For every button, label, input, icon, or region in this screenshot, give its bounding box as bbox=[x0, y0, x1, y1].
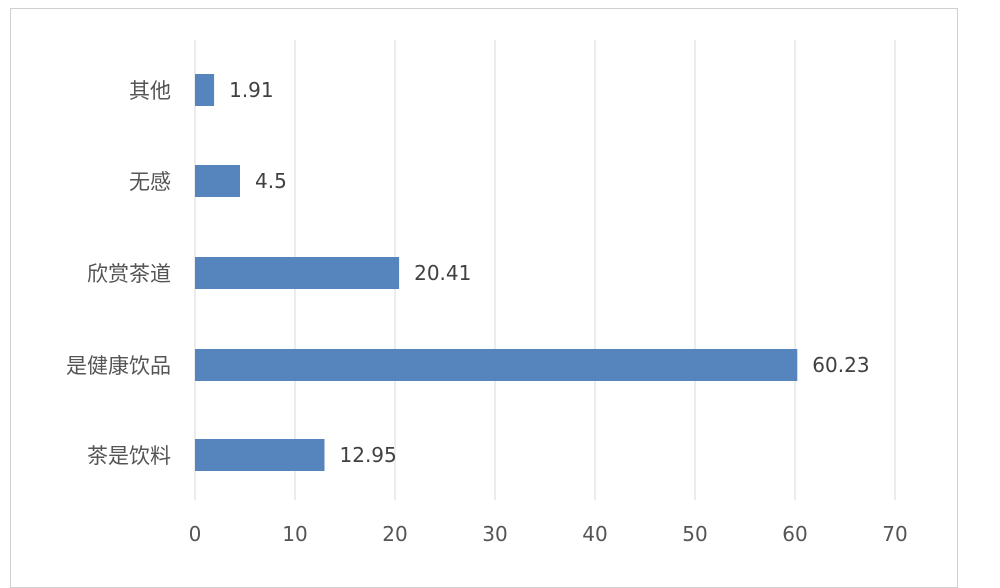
x-tick-labels: 0 10 20 30 40 50 60 70 bbox=[189, 522, 908, 546]
bar bbox=[195, 349, 798, 381]
bar-chart: 1.91 4.5 20.41 60.23 12.95 其他无感欣赏茶道是健康饮品茶是饮料… bbox=[66, 40, 908, 546]
gridlines bbox=[194, 40, 896, 500]
category-label: 是健康饮品 bbox=[66, 354, 171, 378]
chart-frame bbox=[10, 8, 958, 588]
x-tick-label: 50 bbox=[682, 522, 707, 546]
data-label: 12.95 bbox=[340, 443, 397, 467]
x-tick-label: 30 bbox=[482, 522, 507, 546]
category-label: 茶是饮料 bbox=[87, 444, 171, 468]
x-tick-label: 70 bbox=[882, 522, 907, 546]
bar bbox=[195, 439, 325, 471]
bar bbox=[195, 165, 240, 197]
x-tick-label: 0 bbox=[189, 522, 202, 546]
category-label: 无感 bbox=[129, 170, 171, 194]
bars bbox=[195, 74, 798, 471]
category-label: 其他 bbox=[129, 79, 171, 103]
data-labels: 1.91 4.5 20.41 60.23 12.95 bbox=[229, 78, 869, 467]
data-label: 20.41 bbox=[414, 261, 471, 285]
x-tick-label: 40 bbox=[582, 522, 607, 546]
bar bbox=[195, 257, 400, 289]
x-tick-label: 20 bbox=[382, 522, 407, 546]
category-label: 欣赏茶道 bbox=[87, 262, 171, 286]
data-label: 4.5 bbox=[255, 169, 287, 193]
x-tick-label: 60 bbox=[782, 522, 807, 546]
data-label: 1.91 bbox=[229, 78, 274, 102]
x-tick-label: 10 bbox=[282, 522, 307, 546]
bar bbox=[195, 74, 215, 106]
data-label: 60.23 bbox=[812, 353, 869, 377]
